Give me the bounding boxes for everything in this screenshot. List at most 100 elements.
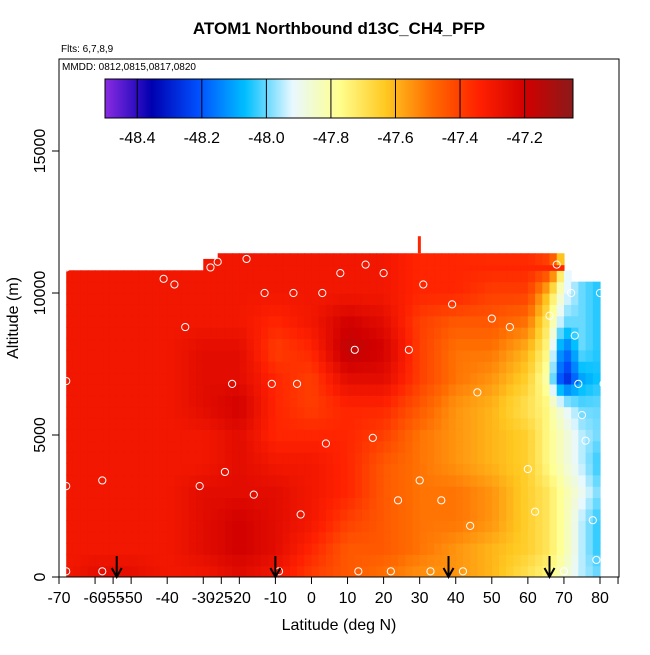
heatmap-cell [383,554,392,567]
heatmap-cell [159,327,168,340]
heatmap-cell [491,349,500,362]
heatmap-cell [131,383,139,396]
heatmap-cell [304,508,313,521]
heatmap-cell [333,486,341,499]
heatmap-cell [325,463,334,476]
heatmap-cell [275,349,284,362]
heatmap-cell [470,531,478,544]
heatmap-cell [275,253,284,266]
heatmap-cell [441,304,450,317]
heatmap-cell [448,270,457,283]
heatmap-cell [239,452,248,464]
heatmap-cell [311,293,320,305]
heatmap-cell [398,417,406,430]
heatmap-cell [412,281,421,294]
heatmap-cell [563,372,572,385]
heatmap-cell [462,383,471,396]
heatmap-cell [116,542,125,555]
heatmap-cell [152,531,161,544]
sample-point [98,567,107,576]
heatmap-cell [578,383,587,396]
heatmap-cell [484,361,493,374]
heatmap-cell [347,542,356,555]
heatmap-cell [556,474,565,487]
heatmap-cell [109,327,118,340]
heatmap-cell [556,542,565,555]
heatmap-cell [152,349,161,362]
heatmap-cell [253,452,262,464]
heatmap-cell [275,315,284,328]
heatmap-cell [477,281,486,294]
heatmap-cell [325,542,334,555]
heatmap-cell [549,417,558,430]
heatmap-cell [87,429,96,442]
heatmap-cell [123,281,132,294]
heatmap-cell [333,270,341,283]
heatmap-cell [95,429,103,442]
sample-point [505,322,514,332]
heatmap-cell [563,497,572,510]
sample-point [206,263,215,272]
heatmap-cell [116,383,125,396]
heatmap-cell [477,383,486,396]
heatmap-cell [311,440,320,453]
heatmap-cell [419,253,428,266]
heatmap-cell [73,497,82,510]
heatmap-cell [513,253,522,266]
heatmap-cell [109,554,118,567]
heatmap-cell [311,281,320,294]
heatmap-cell [253,497,262,510]
heatmap-cell [462,417,471,430]
heatmap-cell [592,486,601,499]
heatmap-cell [282,327,291,340]
heatmap-cell [224,406,233,419]
heatmap-cell [80,520,89,533]
heatmap-cell [333,508,341,521]
heatmap-cell [239,293,248,305]
heatmap-cell [542,520,551,533]
heatmap-cell [116,315,125,328]
heatmap-cell [448,463,457,476]
heatmap-cell [448,508,457,521]
heatmap-cell [527,531,536,544]
heatmap-cell [217,508,226,521]
heatmap-cell [318,383,327,396]
heatmap-cell [376,406,385,419]
heatmap-cell [325,520,334,533]
heatmap-cell [455,338,464,351]
heatmap-cell [585,440,594,453]
heatmap-cell [556,338,565,351]
heatmap-cell [224,395,233,408]
heatmap-cell [131,429,139,442]
heatmap-cell [340,327,349,340]
heatmap-cell [253,395,262,408]
heatmap-cell [159,497,168,510]
heatmap-cell [520,417,529,430]
heatmap-cell [563,406,572,419]
heatmap-cell [325,361,334,374]
heatmap-cell [333,474,341,487]
heatmap-cell [217,327,226,340]
heatmap-cell [95,327,103,340]
heatmap-cell [174,406,183,419]
heatmap-cell [484,395,493,408]
heatmap-cell [448,315,457,328]
heatmap-cell [138,383,147,396]
heatmap-cell [196,338,204,351]
heatmap-cell [520,440,529,453]
heatmap-cell [376,486,385,499]
heatmap-cell [131,542,139,555]
heatmap-cell [203,361,212,374]
heatmap-cell [275,452,284,464]
heatmap-cell [354,565,363,577]
heatmap-cell [289,304,298,317]
heatmap-cell [527,474,536,487]
heatmap-cell [470,383,478,396]
heatmap-cell [181,508,190,521]
x-tick-label: -20 [228,590,251,607]
heatmap-cell [80,452,89,464]
heatmap-cell [123,383,132,396]
heatmap-cell [419,417,428,430]
heatmap-cell [592,531,601,544]
heatmap-cell [260,452,269,464]
